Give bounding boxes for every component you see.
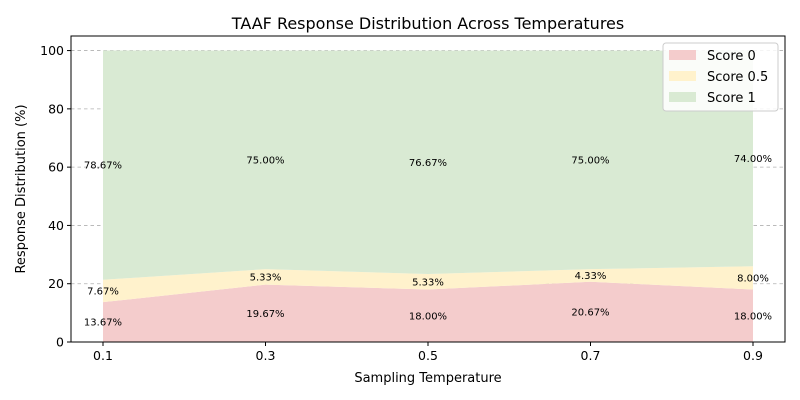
data-label-score-0-5-1: 5.33% [250, 272, 282, 283]
x-axis-label: Sampling Temperature [354, 371, 501, 386]
y-tick-label: 20 [48, 276, 64, 291]
legend: Score 0 Score 0.5 Score 1 [662, 42, 779, 112]
data-label-score-0-5-4: 8.00% [737, 273, 769, 284]
data-label-score-1-2: 76.67% [409, 158, 447, 169]
data-label-score-0-1: 19.67% [246, 309, 284, 320]
data-label-score-0-4: 18.00% [734, 311, 772, 322]
y-tick-label: 100 [40, 43, 64, 58]
data-label-score-0-3: 20.67% [571, 307, 609, 318]
y-tick-label: 60 [48, 160, 64, 175]
data-label-score-0-5-2: 5.33% [412, 277, 444, 288]
legend-swatch [669, 71, 696, 81]
y-axis-label: Response Distribution (%) [14, 104, 29, 273]
legend-swatch [669, 92, 696, 102]
legend-label: Score 1 [707, 91, 756, 106]
data-label-score-0-2: 18.00% [409, 311, 447, 322]
x-tick-label: 0.1 [93, 348, 113, 363]
area-score-0-5 [103, 266, 753, 303]
area-score-1 [103, 50, 753, 280]
data-label-score-0-5-3: 4.33% [575, 271, 607, 282]
area-score-0 [103, 281, 753, 342]
legend-swatch [669, 50, 696, 60]
chart-title: TAAF Response Distribution Across Temper… [231, 14, 624, 33]
x-tick-label: 0.3 [256, 348, 276, 363]
x-tick-label: 0.9 [743, 348, 763, 363]
data-label-score-1-4: 74.00% [734, 154, 772, 165]
x-tick-label: 0.7 [581, 348, 601, 363]
x-tick-label: 0.5 [418, 348, 438, 363]
data-label-score-0-0: 13.67% [84, 318, 122, 329]
data-labels: 13.67% 19.67% 18.00% 20.67% 18.00% 7.67% 5.33%… [84, 154, 772, 329]
data-label-score-1-0: 78.67% [84, 161, 122, 172]
y-axis-ticks: 0 20 40 60 80 100 [40, 43, 71, 350]
y-tick-label: 0 [56, 335, 64, 350]
data-label-score-1-3: 75.00% [571, 155, 609, 166]
legend-label: Score 0.5 [707, 70, 768, 85]
data-label-score-1-1: 75.00% [246, 155, 284, 166]
area-series [103, 50, 753, 342]
data-label-score-0-5-0: 7.67% [87, 286, 119, 297]
legend-label: Score 0 [707, 49, 756, 64]
y-tick-label: 40 [48, 218, 64, 233]
y-tick-label: 80 [48, 101, 64, 116]
x-axis-ticks: 0.1 0.3 0.5 0.7 0.9 [93, 342, 763, 363]
